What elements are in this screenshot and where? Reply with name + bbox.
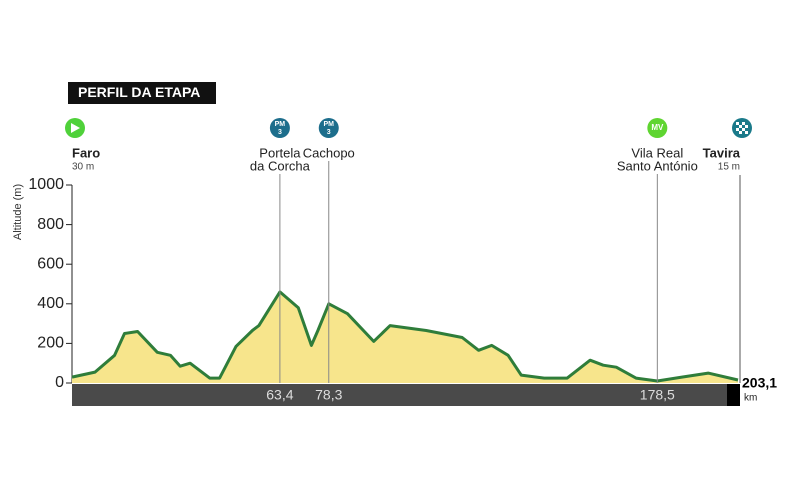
place-name: Faro	[72, 145, 100, 160]
y-tick-label: 600	[37, 255, 64, 272]
profile-area	[72, 291, 738, 383]
chart-title: PERFIL DA ETAPA	[78, 84, 200, 100]
place-name: Santo António	[617, 158, 698, 173]
badge-icon	[647, 118, 668, 138]
km-label: 78,3	[315, 387, 342, 403]
finish-check	[736, 128, 739, 131]
finish-check	[739, 131, 742, 134]
start-arrow	[71, 123, 80, 133]
y-tick-label: 1000	[28, 176, 64, 193]
finish-check	[736, 122, 739, 125]
title-box	[68, 82, 216, 104]
distance-bar	[72, 384, 740, 406]
distance-unit: km	[744, 393, 757, 404]
badge-text: 3	[278, 129, 282, 136]
place-name: Cachopo	[303, 145, 355, 160]
km-label: 178,5	[640, 387, 675, 403]
place-altitude: 15 m	[718, 162, 740, 173]
badge-icon	[318, 118, 339, 138]
finish-check	[742, 128, 745, 131]
finish-check	[742, 122, 745, 125]
place-name: Vila Real	[631, 145, 683, 160]
km-label: 63,4	[266, 387, 293, 403]
y-axis-label: Altitude (m)	[12, 184, 24, 240]
badge-icon	[269, 118, 290, 138]
finish-check	[739, 125, 742, 128]
y-tick-label: 800	[37, 216, 64, 233]
place-name: da Corcha	[250, 158, 311, 173]
y-tick-label: 200	[37, 335, 64, 352]
badge-text: 3	[327, 129, 331, 136]
badge-text: PM	[275, 121, 286, 128]
total-distance: 203,1	[742, 375, 777, 391]
badge-text: MV	[651, 123, 664, 132]
y-tick-label: 400	[37, 295, 64, 312]
finish-check	[745, 131, 748, 134]
finish-check	[745, 125, 748, 128]
place-name: Tavira	[703, 145, 741, 160]
place-name: Portela	[259, 145, 301, 160]
y-tick-label: 0	[55, 374, 64, 391]
place-altitude: 30 m	[72, 162, 94, 173]
badge-text: PM	[324, 121, 335, 128]
finish-block	[727, 384, 740, 406]
